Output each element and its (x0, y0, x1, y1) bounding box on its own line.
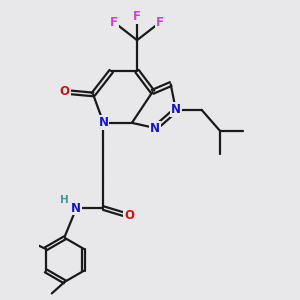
Text: F: F (156, 16, 164, 28)
Text: F: F (110, 16, 118, 28)
Text: N: N (150, 122, 160, 134)
Text: N: N (98, 116, 109, 129)
Text: F: F (133, 11, 141, 23)
Text: N: N (171, 103, 181, 116)
Text: H: H (60, 195, 69, 206)
Text: N: N (71, 202, 81, 215)
Text: O: O (124, 209, 134, 222)
Text: O: O (60, 85, 70, 98)
